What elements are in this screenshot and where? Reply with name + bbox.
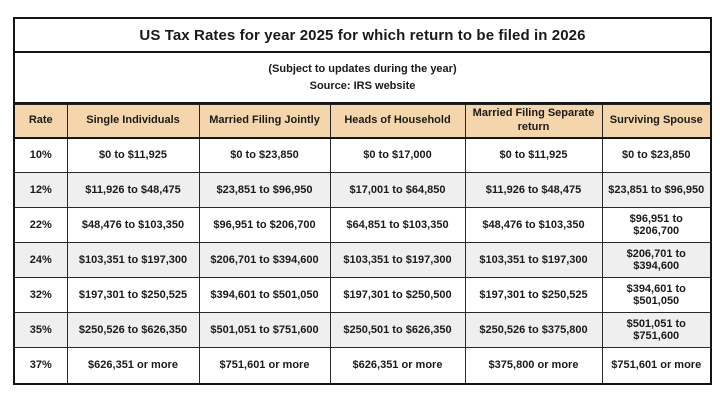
source-note: Source: IRS website xyxy=(309,80,416,93)
bracket-cell: $103,351 to $197,300 xyxy=(66,242,200,278)
bracket-cell: $11,926 to $48,475 xyxy=(464,172,603,208)
column-header: Heads of Household xyxy=(329,104,466,139)
rate-cell: 32% xyxy=(15,277,68,313)
bracket-cell: $197,301 to $250,525 xyxy=(66,277,200,313)
bracket-cell: $626,351 or more xyxy=(66,347,200,383)
rates-grid-header: Rate Single Individuals Married Filing Joi… xyxy=(15,104,710,139)
bracket-cell: $197,301 to $250,525 xyxy=(464,277,603,313)
bracket-cell: $394,601 to $501,050 xyxy=(198,277,331,313)
bracket-cell: $23,851 to $96,950 xyxy=(198,172,331,208)
rates-grid-body: 10% $0 to $11,925 $0 to $23,850 $0 to $17,0… xyxy=(15,137,710,383)
table-subtitle-section: (Subject to updates during the year) Sou… xyxy=(15,53,710,104)
bracket-cell: $0 to $23,850 xyxy=(601,137,710,173)
bracket-cell: $23,851 to $96,950 xyxy=(601,172,710,208)
bracket-cell: $0 to $23,850 xyxy=(198,137,331,173)
rates-grid: Rate Single Individuals Married Filing Joi… xyxy=(15,104,710,383)
bracket-cell: $11,926 to $48,475 xyxy=(66,172,200,208)
table-row: 37% $626,351 or more $751,601 or more $626,… xyxy=(15,347,710,383)
bracket-cell: $0 to $11,925 xyxy=(66,137,200,173)
bracket-cell: $48,476 to $103,350 xyxy=(66,207,200,243)
bracket-cell: $501,051 to $751,600 xyxy=(198,312,331,348)
bracket-cell: $197,301 to $250,500 xyxy=(329,277,466,313)
bracket-cell: $250,501 to $626,350 xyxy=(329,312,466,348)
rate-cell: 12% xyxy=(15,172,68,208)
bracket-cell: $751,601 or more xyxy=(601,347,710,383)
bracket-cell: $103,351 to $197,300 xyxy=(464,242,603,278)
tax-rates-table: US Tax Rates for year 2025 for which ret… xyxy=(13,17,712,385)
bracket-cell: $0 to $17,000 xyxy=(329,137,466,173)
rate-cell: 22% xyxy=(15,207,68,243)
table-row: 35% $250,526 to $626,350 $501,051 to $751,… xyxy=(15,312,710,348)
rate-cell: 10% xyxy=(15,137,68,173)
bracket-cell: $96,951 to $206,700 xyxy=(198,207,331,243)
bracket-cell: $394,601 to $501,050 xyxy=(601,277,710,313)
rate-cell: 24% xyxy=(15,242,68,278)
table-row: 12% $11,926 to $48,475 $23,851 to $96,950 $… xyxy=(15,172,710,208)
bracket-cell: $206,701 to $394,600 xyxy=(601,242,710,278)
bracket-cell: $206,701 to $394,600 xyxy=(198,242,331,278)
bracket-cell: $250,526 to $626,350 xyxy=(66,312,200,348)
bracket-cell: $626,351 or more xyxy=(329,347,466,383)
rate-cell: 35% xyxy=(15,312,68,348)
table-row: 32% $197,301 to $250,525 $394,601 to $501,… xyxy=(15,277,710,313)
table-row: 10% $0 to $11,925 $0 to $23,850 $0 to $17,0… xyxy=(15,137,710,173)
table-row: 22% $48,476 to $103,350 $96,951 to $206,70… xyxy=(15,207,710,243)
column-header: Married Filing Jointly xyxy=(198,104,331,139)
bracket-cell: $96,951 to $206,700 xyxy=(601,207,710,243)
rate-cell: 37% xyxy=(15,347,68,383)
bracket-cell: $751,601 or more xyxy=(198,347,331,383)
bracket-cell: $103,351 to $197,300 xyxy=(329,242,466,278)
column-header: Single Individuals xyxy=(66,104,200,139)
bracket-cell: $250,526 to $375,800 xyxy=(464,312,603,348)
bracket-cell: $0 to $11,925 xyxy=(464,137,603,173)
column-header: Rate xyxy=(15,104,68,139)
bracket-cell: $48,476 to $103,350 xyxy=(464,207,603,243)
bracket-cell: $501,051 to $751,600 xyxy=(601,312,710,348)
table-row: 24% $103,351 to $197,300 $206,701 to $394,… xyxy=(15,242,710,278)
bracket-cell: $64,851 to $103,350 xyxy=(329,207,466,243)
table-title: US Tax Rates for year 2025 for which ret… xyxy=(15,19,710,53)
bracket-cell: $375,800 or more xyxy=(464,347,603,383)
header-row: Rate Single Individuals Married Filing Joi… xyxy=(15,104,710,139)
column-header: Surviving Spouse xyxy=(601,104,710,139)
column-header: Married Filing Separate return xyxy=(464,104,603,139)
subtitle-note: (Subject to updates during the year) xyxy=(268,62,457,75)
bracket-cell: $17,001 to $64,850 xyxy=(329,172,466,208)
